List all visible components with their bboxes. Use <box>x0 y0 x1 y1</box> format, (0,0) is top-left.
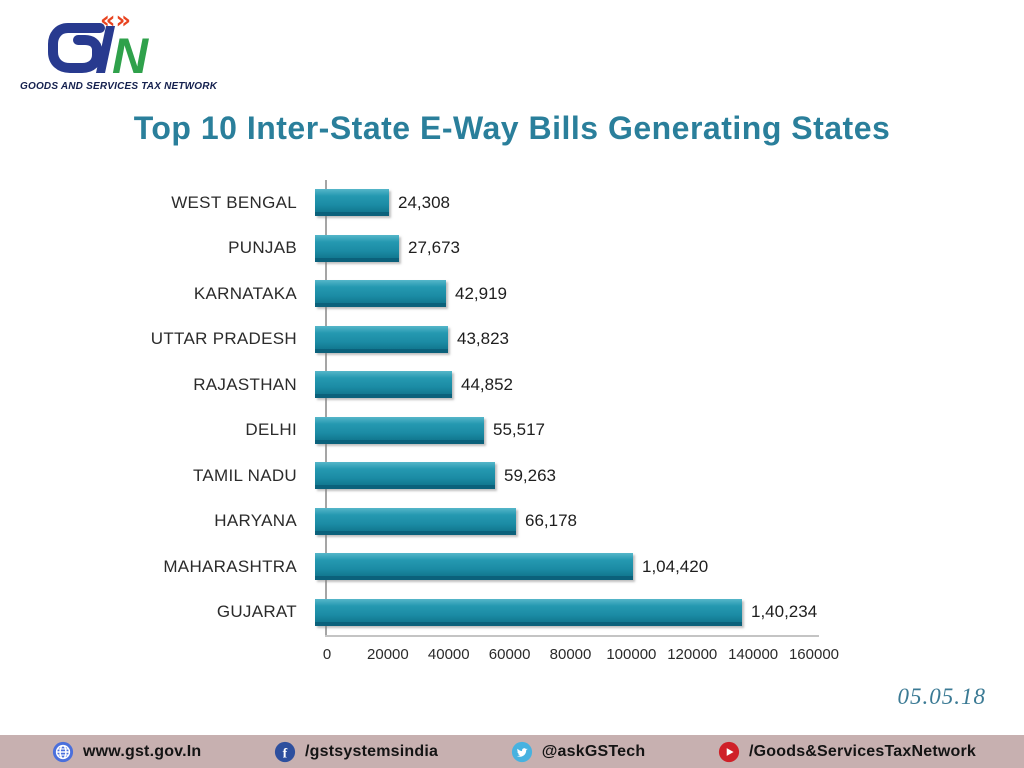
footer-youtube-label: /Goods&ServicesTaxNetwork <box>748 742 976 760</box>
y-axis-label: WEST BENGAL <box>171 192 297 212</box>
y-axis-label: MAHARASHTRA <box>163 556 297 576</box>
x-axis-tick-label: 40000 <box>427 646 470 663</box>
footer-item-facebook: f /gstsystemsindia <box>274 741 438 763</box>
footer-item-website: www.gst.gov.In <box>52 741 201 763</box>
y-axis-label: TAMIL NADU <box>192 465 297 485</box>
bar <box>315 280 446 308</box>
x-axis: 0 20000 40000 60000 80000 100000 120000 140000 1… <box>323 646 839 666</box>
y-axis-label: PUNJAB <box>228 238 297 258</box>
bar-track: 43,823 <box>312 317 1024 363</box>
footer-item-twitter: @askGSTech <box>511 741 646 763</box>
gstn-logo-icon: N «» <box>48 12 149 78</box>
x-axis-tick-label: 80000 <box>549 646 592 663</box>
bar <box>315 189 389 217</box>
x-axis-tick-label: 0 <box>322 646 332 663</box>
bar-value-label: 1,40,234 <box>751 602 818 622</box>
date-label: 05.05.18 <box>897 684 986 709</box>
bar-track: 44,852 <box>312 362 1024 408</box>
bar <box>315 416 484 444</box>
svg-text:«»: «» <box>100 12 131 34</box>
bar-value-label: 55,517 <box>493 420 545 440</box>
bar-value-label: 43,823 <box>457 329 509 349</box>
svg-text:N: N <box>112 28 149 78</box>
x-axis-tick-label: 100000 <box>606 646 657 663</box>
youtube-icon <box>718 741 740 762</box>
x-axis-tick-label: 160000 <box>788 646 840 663</box>
y-axis-label: KARNATAKA <box>193 283 297 303</box>
logo-tagline: GOODS AND SERVICES TAX NETWORK <box>20 81 218 92</box>
y-axis-label: DELHI <box>245 420 297 440</box>
footer-twitter-label: @askGSTech <box>541 742 646 760</box>
chart-row: DELHI 55,517 <box>0 408 1024 454</box>
twitter-icon <box>511 741 532 762</box>
page-title: Top 10 Inter-State E-Way Bills Generatin… <box>133 110 891 146</box>
x-axis-tick-label: 20000 <box>367 646 409 663</box>
facebook-icon: f <box>274 741 296 762</box>
chart-row: HARYANA 66,178 <box>0 499 1024 545</box>
footer-bar: www.gst.gov.In f /gstsystemsindia @askGS… <box>0 735 1024 768</box>
chart-row: TAMIL NADU 59,263 <box>0 453 1024 499</box>
bar-track: 1,40,234 <box>312 590 1024 636</box>
bar-value-label: 66,178 <box>525 511 577 531</box>
chart-row: GUJARAT 1,40,234 <box>0 590 1024 636</box>
bar-track: 66,178 <box>312 499 1024 545</box>
bar-chart: WEST BENGAL 24,308 PUNJAB 27,673 KARNATAKA 42… <box>0 180 1024 680</box>
bar-track: 55,517 <box>312 408 1024 454</box>
bar-value-label: 59,263 <box>504 465 556 485</box>
chart-row: MAHARASHTRA 1,04,420 <box>0 544 1024 590</box>
bar-value-label: 44,852 <box>461 374 513 394</box>
bar <box>315 507 516 535</box>
chart-row: UTTAR PRADESH 43,823 <box>0 317 1024 363</box>
gstn-logo: N «» GOODS AND SERVICES TAX NETWORK <box>20 12 217 92</box>
chart-row: KARNATAKA 42,919 <box>0 271 1024 317</box>
chart-rows: WEST BENGAL 24,308 PUNJAB 27,673 KARNATAKA 42… <box>0 180 1024 635</box>
x-axis-line <box>325 635 819 637</box>
bar-track: 42,919 <box>312 271 1024 317</box>
bar-track: 27,673 <box>312 226 1024 272</box>
chart-row: PUNJAB 27,673 <box>0 226 1024 272</box>
y-axis-label: UTTAR PRADESH <box>150 329 297 349</box>
y-axis-label: GUJARAT <box>216 602 297 622</box>
x-axis-tick-label: 60000 <box>488 646 531 663</box>
bar-value-label: 1,04,420 <box>642 556 709 576</box>
y-axis-label: RAJASTHAN <box>193 374 297 394</box>
bar-value-label: 27,673 <box>408 238 460 258</box>
bar-track: 24,308 <box>312 180 1024 226</box>
bar-value-label: 24,308 <box>398 192 450 212</box>
bar-track: 59,263 <box>312 453 1024 499</box>
svg-text:f: f <box>283 745 288 760</box>
bar <box>315 325 448 353</box>
bar <box>315 553 633 581</box>
chart-row: RAJASTHAN 44,852 <box>0 362 1024 408</box>
globe-icon <box>52 741 74 762</box>
x-axis-tick-label: 140000 <box>728 646 779 663</box>
chart-row: WEST BENGAL 24,308 <box>0 180 1024 226</box>
bar <box>315 234 399 262</box>
bar <box>315 598 742 626</box>
bar <box>315 462 495 490</box>
footer-facebook-label: /gstsystemsindia <box>305 742 439 760</box>
footer-website-label: www.gst.gov.In <box>83 742 202 760</box>
y-axis-label: HARYANA <box>214 511 297 531</box>
bar-track: 1,04,420 <box>312 544 1024 590</box>
bar <box>315 371 452 399</box>
bar-value-label: 42,919 <box>455 283 507 303</box>
footer-item-youtube: /Goods&ServicesTaxNetwork <box>718 741 976 763</box>
y-axis-line <box>325 180 327 637</box>
x-axis-tick-label: 120000 <box>667 646 718 663</box>
